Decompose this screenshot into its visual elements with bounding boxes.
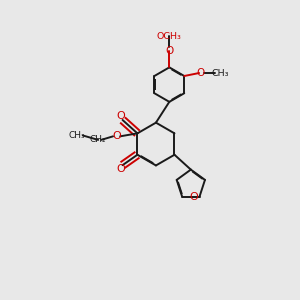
Text: CH₂: CH₂ xyxy=(90,135,106,144)
Text: O: O xyxy=(112,131,121,141)
Text: O: O xyxy=(117,111,125,122)
Text: CH₃: CH₃ xyxy=(211,68,229,77)
Text: OCH₃: OCH₃ xyxy=(157,32,182,41)
Text: O: O xyxy=(189,191,198,202)
Text: O: O xyxy=(117,164,125,174)
Text: O: O xyxy=(196,68,205,78)
Text: CH₃: CH₃ xyxy=(68,131,85,140)
Text: O: O xyxy=(165,46,173,56)
